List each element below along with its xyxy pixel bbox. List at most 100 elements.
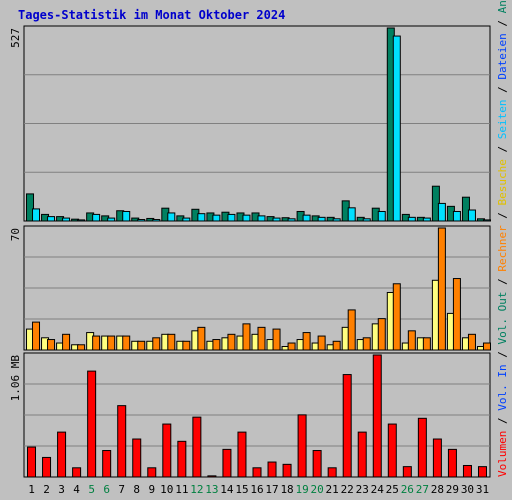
bar <box>47 216 56 222</box>
x-tick-label: 15 <box>235 483 248 496</box>
legend-entry: / <box>496 345 509 365</box>
x-tick-label: 20 <box>311 483 324 496</box>
legend: Volumen / Vol. In / Vol. Out / Rechner /… <box>496 0 509 477</box>
chart-panels: 527 70 1.06 MB <box>9 25 491 478</box>
bar <box>192 416 202 478</box>
bar <box>122 210 131 222</box>
panel-hits: 527 <box>9 25 491 222</box>
bar <box>212 214 221 222</box>
bar <box>32 208 41 222</box>
x-tick-label: 21 <box>326 483 339 496</box>
x-tick-label: 5 <box>88 483 95 496</box>
bar <box>432 438 442 478</box>
bar <box>26 193 35 222</box>
bar <box>87 370 97 478</box>
bar <box>312 450 322 478</box>
x-tick-label: 14 <box>220 483 234 496</box>
panel-visits: 70 <box>9 225 491 351</box>
legend-entry: / <box>496 205 509 225</box>
x-tick-label: 16 <box>250 483 263 496</box>
bar <box>302 214 311 222</box>
x-tick-label: 3 <box>58 483 65 496</box>
bar <box>227 333 236 351</box>
x-tick-label: 1 <box>28 483 35 496</box>
bar <box>222 448 232 478</box>
x-tick-label: 13 <box>205 483 218 496</box>
bar <box>357 431 367 478</box>
bar <box>42 456 52 478</box>
bar <box>242 214 251 222</box>
bar <box>182 340 191 351</box>
bar <box>137 219 146 222</box>
legend-entry: / <box>496 13 509 33</box>
x-tick-label: 6 <box>103 483 110 496</box>
x-axis-day-labels: 1 2 3 4 5 6 7 8 9 10 11 12 13 14 15 16 17 18 19 20 21 22 23 24 2… <box>28 483 489 496</box>
chart-title: Tages-Statistik im Monat Oktober 2024 <box>18 8 285 22</box>
bar <box>212 339 221 351</box>
series-besuche <box>26 279 485 351</box>
x-tick-label: 12 <box>190 483 203 496</box>
bar <box>437 227 446 351</box>
bar <box>227 213 236 222</box>
legend-entry: Vol. In <box>496 364 509 410</box>
bar <box>287 218 296 222</box>
x-tick-label: 25 <box>386 483 399 496</box>
x-tick-label: 10 <box>160 483 173 496</box>
bar <box>102 450 112 478</box>
bar <box>32 321 41 351</box>
bar <box>272 217 281 222</box>
bar <box>237 431 247 478</box>
bar <box>267 461 277 478</box>
bar <box>392 35 401 222</box>
x-tick-label: 17 <box>265 483 278 496</box>
bar <box>482 342 491 351</box>
bar <box>242 323 251 351</box>
bar <box>407 330 416 351</box>
bar <box>117 405 127 478</box>
bar <box>332 218 341 222</box>
bar <box>27 446 37 478</box>
x-tick-label: 27 <box>416 483 429 496</box>
y-max-label: 70 <box>9 228 22 241</box>
x-tick-label: 7 <box>118 483 125 496</box>
x-tick-label: 19 <box>295 483 308 496</box>
x-tick-label: 23 <box>356 483 369 496</box>
legend-entry: / <box>496 139 509 159</box>
series-rechner <box>32 227 491 351</box>
bar <box>77 219 86 222</box>
bar <box>327 467 337 478</box>
bar <box>392 283 401 351</box>
x-tick-label: 28 <box>431 483 444 496</box>
bar <box>461 196 470 222</box>
bar <box>147 467 157 478</box>
bar <box>317 335 326 351</box>
x-tick-label: 26 <box>401 483 414 496</box>
bar <box>372 354 382 478</box>
bar <box>422 217 431 222</box>
bar <box>437 202 446 222</box>
bar <box>347 207 356 222</box>
legend-entry: Vol. Out <box>496 292 509 345</box>
bar <box>317 216 326 222</box>
bar <box>287 342 296 351</box>
bar <box>387 423 397 478</box>
legend-entry: / <box>496 272 509 292</box>
bar <box>47 339 56 351</box>
x-tick-label: 11 <box>175 483 188 496</box>
bar <box>257 326 266 351</box>
bar <box>152 337 161 351</box>
x-tick-label: 29 <box>446 483 459 496</box>
bar <box>377 318 386 351</box>
x-tick-label: 22 <box>341 483 354 496</box>
bar <box>447 448 457 478</box>
series-anfragen <box>26 27 485 222</box>
bar <box>177 440 187 478</box>
bar <box>197 326 206 351</box>
bar <box>467 209 476 222</box>
bar <box>57 431 67 478</box>
bar <box>182 217 191 222</box>
x-tick-label: 2 <box>43 483 50 496</box>
bar <box>197 213 206 222</box>
bar <box>302 332 311 351</box>
bar <box>257 215 266 222</box>
